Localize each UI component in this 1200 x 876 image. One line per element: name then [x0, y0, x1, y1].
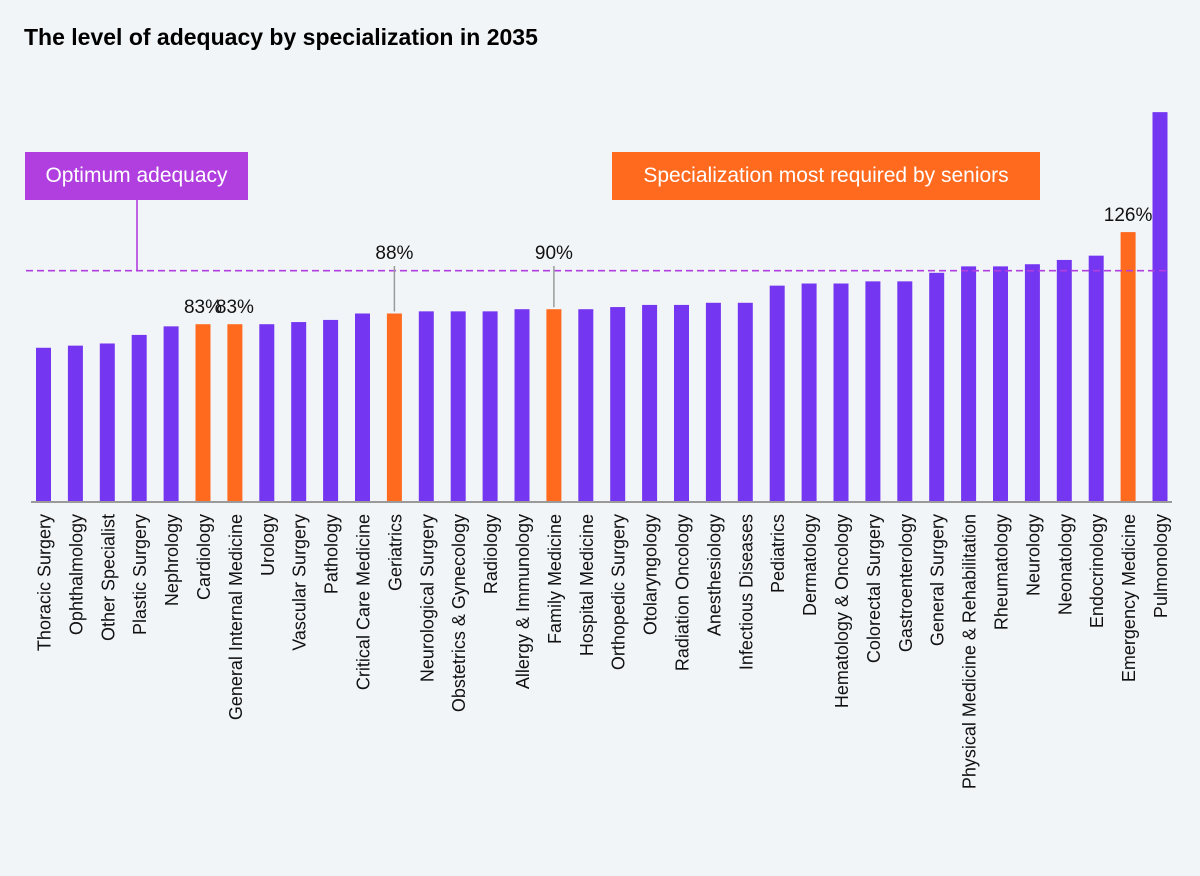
bar-orthopedic-surgery: [610, 307, 626, 502]
x-tick-label: Pathology: [322, 514, 342, 594]
bar-urology: [259, 324, 275, 502]
bar-thoracic-surgery: [36, 347, 51, 502]
bar-neurology: [1024, 264, 1040, 502]
bar-physical-medicine-rehabilitation: [961, 266, 977, 502]
bar-general-internal-medicine: [227, 324, 243, 502]
data-label: 90%: [535, 243, 573, 264]
bar-colorectal-surgery: [865, 281, 881, 502]
chart-title: The level of adequacy by specialization …: [24, 24, 538, 50]
bar-cardiology: [195, 324, 211, 502]
data-label: 83%: [216, 297, 254, 318]
bar-family-medicine: [546, 309, 562, 502]
bar-gastroenterology: [897, 281, 913, 502]
x-tick-label: Nephrology: [162, 514, 182, 606]
bar-rheumatology: [993, 266, 1008, 502]
bar-plastic-surgery: [131, 334, 147, 502]
x-tick-label: General Surgery: [928, 514, 948, 646]
x-tick-label: Critical Care Medicine: [354, 514, 374, 690]
x-tick-label: Hospital Medicine: [577, 514, 597, 656]
x-tick-label: Allergy & Immunology: [513, 514, 533, 689]
x-tick-label: Radiology: [481, 514, 501, 594]
x-tick-label: Plastic Surgery: [130, 514, 150, 635]
x-tick-label: Other Specialist: [98, 514, 118, 641]
x-tick-label: Dermatology: [800, 514, 820, 616]
x-tick-label: Hematology & Oncology: [832, 514, 852, 708]
seniors-specialization-legend: Specialization most required by seniors: [612, 152, 1040, 200]
x-tick-label: Physical Medicine & Rehabilitation: [960, 514, 980, 789]
x-tick-label: Neurology: [1023, 514, 1043, 596]
x-tick-label: Otolaryngology: [641, 514, 661, 635]
bar-critical-care-medicine: [355, 313, 370, 502]
x-tick-label: Urology: [258, 514, 278, 576]
data-label: 83%: [184, 297, 222, 318]
x-tick-label: Cardiology: [194, 514, 214, 600]
x-tick-label: Thoracic Surgery: [35, 514, 55, 651]
data-label: 88%: [375, 243, 413, 264]
bar-radiology: [482, 311, 498, 502]
x-tick-label: Anesthesiology: [704, 514, 724, 636]
bar-dermatology: [801, 283, 817, 502]
x-tick-label: Pediatrics: [768, 514, 788, 593]
x-tick-label: Endocrinology: [1087, 514, 1107, 628]
bar-vascular-surgery: [291, 322, 307, 502]
x-tick-label: Geriatrics: [385, 514, 405, 591]
x-tick-label: Infectious Diseases: [736, 514, 756, 670]
bar-general-surgery: [929, 272, 945, 502]
bar-otolaryngology: [642, 304, 658, 502]
data-label: 126%: [1104, 205, 1153, 226]
bar-pathology: [323, 319, 339, 502]
bar-geriatrics: [386, 313, 402, 502]
bar-anesthesiology: [705, 302, 721, 502]
x-tick-label: Emergency Medicine: [1119, 514, 1139, 682]
x-tick-label: Family Medicine: [545, 514, 565, 644]
bar-emergency-medicine: [1120, 232, 1136, 503]
bar-nephrology: [163, 326, 179, 502]
x-tick-label: Obstetrics & Gynecology: [449, 514, 469, 712]
x-tick-label: Neurological Surgery: [417, 514, 437, 682]
bar-pediatrics: [769, 285, 785, 502]
bar-radiation-oncology: [674, 304, 689, 502]
bar-neonatology: [1056, 259, 1072, 502]
bar-other-specialist: [99, 343, 115, 502]
bar-allergy-immunology: [514, 309, 530, 502]
bar-hospital-medicine: [578, 309, 594, 502]
x-tick-label: Pulmonology: [1151, 514, 1171, 618]
bar-infectious-diseases: [737, 302, 753, 502]
x-tick-label: Rheumatology: [992, 514, 1012, 630]
x-tick-label: Vascular Surgery: [290, 514, 310, 651]
bar-pulmonology: [1152, 112, 1168, 502]
x-tick-label: Radiation Oncology: [673, 514, 693, 671]
x-tick-label: Neonatology: [1055, 514, 1075, 615]
x-tick-label: Colorectal Surgery: [864, 514, 884, 663]
bar-obstetrics-gynecology: [450, 311, 466, 502]
x-tick-label: General Internal Medicine: [226, 514, 246, 720]
bar-neurological-surgery: [418, 311, 434, 502]
bar-endocrinology: [1088, 255, 1104, 502]
x-tick-label: Gastroenterology: [896, 514, 916, 652]
x-tick-label: Orthopedic Surgery: [609, 514, 629, 670]
bar-ophthalmology: [67, 345, 83, 502]
x-tick-label: Ophthalmology: [66, 514, 86, 635]
bar-hematology-oncology: [833, 283, 849, 502]
optimum-adequacy-legend: Optimum adequacy: [25, 152, 248, 200]
